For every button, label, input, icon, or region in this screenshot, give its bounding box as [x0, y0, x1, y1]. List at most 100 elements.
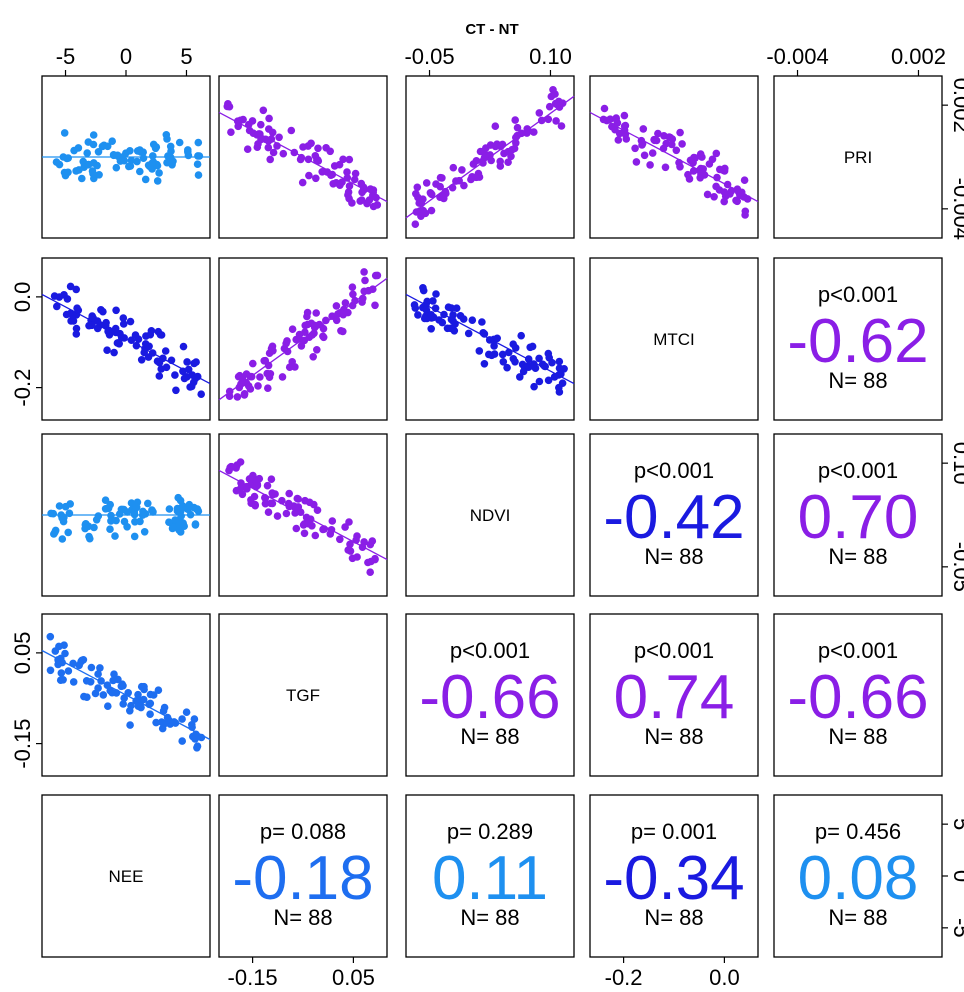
scatter-point — [153, 357, 162, 366]
scatter-point — [740, 176, 749, 184]
scatter-point — [349, 290, 357, 299]
scatter-point — [137, 356, 146, 364]
scatter-point — [452, 304, 461, 313]
scatter-point — [301, 321, 310, 330]
scatter-point — [243, 145, 252, 153]
scatter-point — [264, 384, 272, 393]
correlation-value: 0.11 — [432, 844, 548, 913]
scatter-point — [360, 268, 368, 276]
scatter-point — [360, 287, 369, 296]
correlation-value: -0.34 — [603, 844, 744, 913]
scatter-point — [705, 160, 714, 168]
scatter-point — [149, 152, 157, 160]
scatter-point — [87, 663, 96, 672]
scatter-point — [353, 553, 361, 561]
scatter-point — [345, 182, 354, 190]
scatter-point — [438, 174, 446, 182]
axis-tick-label: -5 — [56, 44, 76, 69]
trend-line — [405, 293, 575, 385]
scatter-point — [422, 306, 431, 315]
scatter-point — [547, 92, 556, 101]
axis-tick-label: -0.05 — [949, 542, 964, 592]
scatter-point — [234, 122, 242, 131]
trend-line — [218, 469, 388, 561]
scatter-point — [98, 142, 107, 151]
scatter-point — [299, 143, 307, 151]
scatter-point — [422, 179, 431, 187]
scatter-point — [305, 171, 313, 180]
scatter-point — [114, 339, 122, 347]
scatter-point — [509, 355, 518, 363]
scatter-point — [427, 325, 436, 333]
scatter-point — [93, 324, 102, 333]
scatter-point — [278, 373, 287, 381]
n-label: N= 88 — [644, 544, 703, 569]
scatter-point — [555, 357, 564, 366]
panel-2-4 — [589, 257, 759, 421]
scatter-point — [194, 171, 203, 179]
scatter-point — [600, 104, 609, 113]
panel-4-1 — [41, 613, 211, 777]
scatter-point — [78, 174, 86, 183]
scatter-point — [366, 185, 375, 193]
scatter-point — [548, 358, 556, 367]
scatter-point — [661, 163, 670, 172]
scatter-panel-1-1 — [42, 129, 210, 185]
scatter-point — [419, 286, 428, 295]
scatter-point — [328, 517, 337, 525]
panel-4-3 — [405, 613, 575, 777]
scatter-point — [126, 721, 134, 729]
scatter-point — [46, 666, 55, 675]
panel-1-3 — [405, 75, 575, 239]
scatter-panel-4-1 — [41, 632, 211, 752]
scatter-point — [80, 692, 88, 701]
n-label: N= 88 — [644, 724, 703, 749]
scatter-point — [414, 311, 422, 319]
scatter-point — [182, 708, 191, 716]
correlation-value: -0.66 — [419, 663, 560, 732]
scatter-point — [64, 528, 72, 537]
scatter-point — [172, 386, 180, 395]
scatter-panel-2-1 — [41, 282, 211, 399]
scatter-point — [293, 494, 302, 503]
trend-line — [405, 95, 575, 219]
scatter-point — [119, 320, 128, 328]
scatter-point — [256, 373, 264, 381]
scatter-point — [336, 181, 344, 189]
trend-line — [41, 649, 211, 741]
trend-line — [218, 111, 388, 203]
n-label: N= 88 — [460, 905, 519, 930]
scatter-point — [55, 502, 64, 510]
scatter-point — [111, 532, 119, 540]
p-value-label: p= 0.289 — [447, 819, 533, 844]
scatter-point — [464, 329, 473, 338]
scatter-point — [99, 691, 108, 699]
scatter-point — [184, 146, 192, 154]
scatter-point — [116, 157, 125, 165]
n-label: N= 88 — [828, 724, 887, 749]
scatter-point — [94, 684, 102, 692]
scatter-point — [112, 306, 120, 315]
scatter-point — [113, 151, 122, 160]
scatter-point — [519, 367, 528, 376]
scatter-point — [85, 532, 93, 541]
scatter-point — [622, 135, 631, 143]
scatter-point — [120, 694, 128, 702]
scatter-point — [89, 131, 98, 139]
scatter-point — [123, 508, 132, 516]
scatter-point — [544, 376, 553, 385]
scatter-point — [140, 528, 149, 536]
scatter-point — [50, 530, 58, 538]
scatter-point — [80, 163, 88, 171]
scatter-point — [720, 197, 728, 206]
scatter-point — [476, 147, 485, 156]
variable-label-ndvi: NDVI — [470, 506, 511, 525]
scatter-point — [245, 475, 254, 483]
scatter-point — [299, 521, 308, 529]
scatter-point — [257, 120, 265, 129]
scatter-point — [498, 350, 507, 359]
scatter-point — [263, 481, 272, 490]
scatter-point — [134, 690, 142, 699]
scatter-point — [136, 517, 144, 526]
scatter-point — [175, 138, 184, 147]
